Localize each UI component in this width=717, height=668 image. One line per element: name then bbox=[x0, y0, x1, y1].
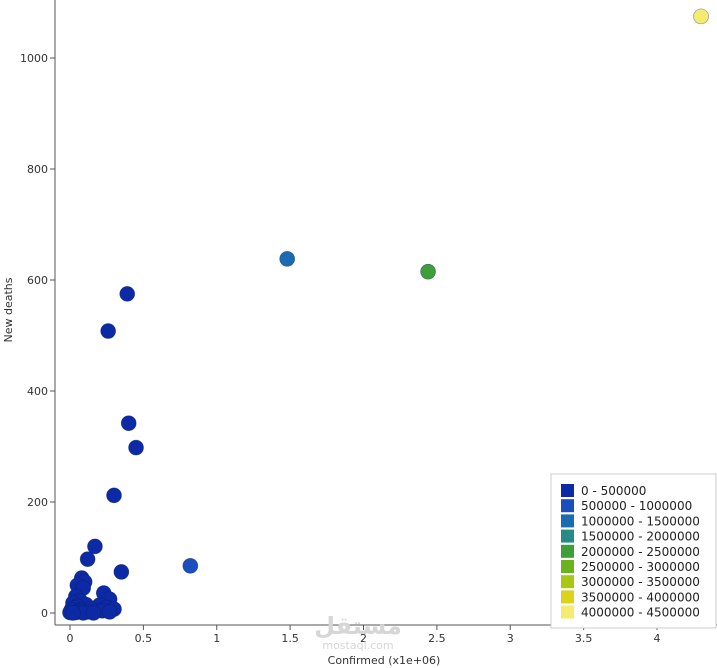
legend-swatch bbox=[561, 590, 574, 604]
legend-box bbox=[550, 473, 717, 629]
legend-swatch bbox=[561, 514, 574, 528]
x-tick-label: 3.5 bbox=[575, 632, 593, 645]
x-tick-label: 0 bbox=[67, 632, 74, 645]
x-tick-label: 4 bbox=[654, 632, 661, 645]
legend-swatch bbox=[561, 544, 574, 558]
data-point bbox=[87, 538, 103, 555]
data-point bbox=[128, 439, 144, 456]
y-tick-label: 600 bbox=[27, 274, 48, 287]
y-tick-label: 800 bbox=[27, 163, 48, 176]
x-tick-label: 0.5 bbox=[135, 632, 153, 645]
legend-swatch bbox=[561, 605, 574, 619]
legend-label: 500000 - 1000000 bbox=[581, 499, 692, 513]
x-tick-label: 3 bbox=[507, 632, 514, 645]
x-tick-label: 1 bbox=[213, 632, 220, 645]
y-tick-label: 0 bbox=[41, 607, 48, 620]
legend-swatch bbox=[561, 499, 574, 513]
legend-label: 3500000 - 4000000 bbox=[581, 590, 700, 604]
x-tick-label: 2.5 bbox=[428, 632, 446, 645]
data-point bbox=[85, 605, 102, 621]
watermark-main-text: مستقل bbox=[314, 612, 402, 640]
legend-label: 2000000 - 2500000 bbox=[581, 545, 700, 559]
data-point bbox=[182, 558, 199, 574]
data-point bbox=[693, 8, 709, 25]
y-tick-label: 400 bbox=[27, 385, 48, 398]
data-point bbox=[106, 487, 122, 504]
x-tick-label: 1.5 bbox=[281, 632, 299, 645]
x-tick-label: 2 bbox=[360, 632, 367, 645]
watermark-sub-text: mostaql.com bbox=[322, 639, 394, 652]
legend-swatch bbox=[561, 484, 574, 497]
data-points bbox=[62, 8, 709, 621]
legend-label: 2500000 - 3000000 bbox=[581, 560, 700, 574]
legend-label: 1500000 - 2000000 bbox=[581, 530, 700, 544]
watermark-logo: مستقل mostaql.com bbox=[312, 614, 404, 651]
y-tick-label: 1000 bbox=[20, 52, 48, 65]
legend-swatch bbox=[561, 575, 574, 589]
legend-label: 0 - 500000 bbox=[581, 484, 646, 498]
legend-swatch bbox=[561, 529, 574, 543]
legend-label: 1000000 - 1500000 bbox=[581, 514, 700, 528]
y-tick-label: 200 bbox=[27, 496, 48, 509]
data-point bbox=[100, 323, 116, 339]
data-point bbox=[65, 605, 81, 621]
legend-label: 4000000 - 4500000 bbox=[581, 606, 700, 620]
y-axis-title: New deaths bbox=[2, 277, 15, 342]
data-point bbox=[101, 604, 118, 620]
data-point bbox=[420, 263, 436, 280]
legend-label: 3000000 - 3500000 bbox=[581, 575, 700, 589]
data-point bbox=[79, 551, 96, 567]
data-point bbox=[113, 564, 130, 580]
data-point bbox=[119, 286, 136, 302]
axes: 0 0.5 1 1.5 2 2.5 3 3.5 4 0 200 400 600 800 1000 bbox=[20, 0, 717, 645]
x-axis-title: Confirmed (x1e+06) bbox=[328, 654, 441, 667]
data-point bbox=[279, 251, 295, 267]
legend-swatch bbox=[561, 560, 574, 573]
data-point bbox=[120, 415, 137, 431]
